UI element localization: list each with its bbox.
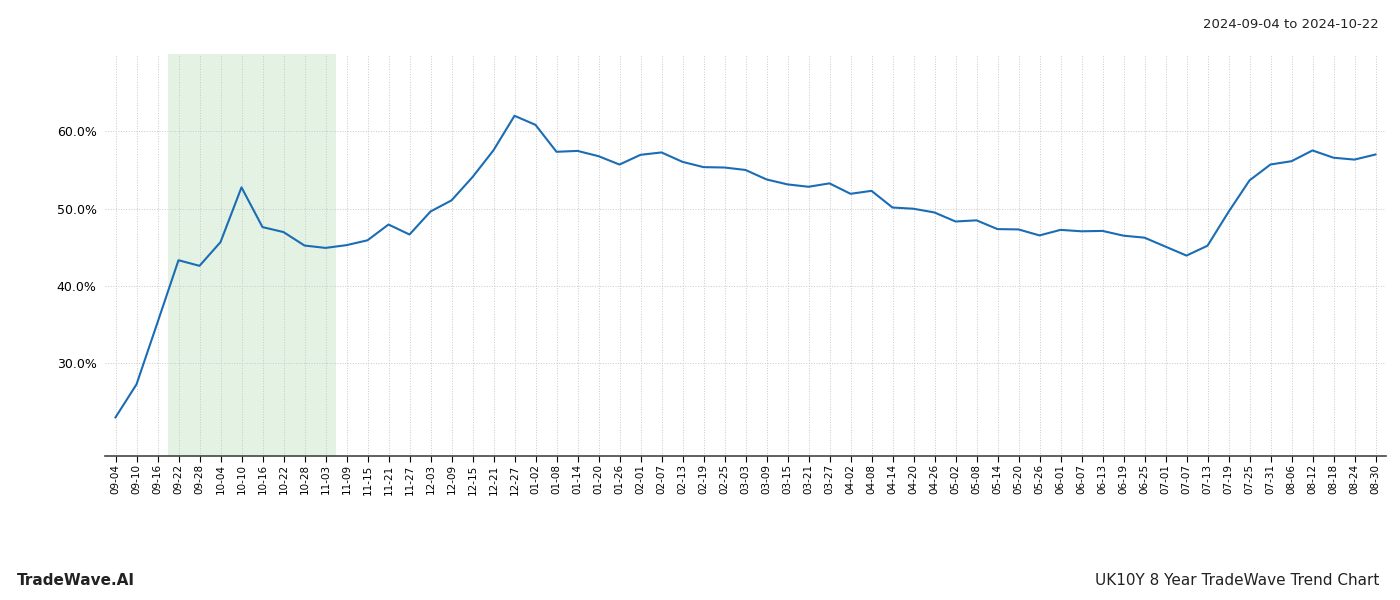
Text: UK10Y 8 Year TradeWave Trend Chart: UK10Y 8 Year TradeWave Trend Chart (1095, 573, 1379, 588)
Bar (168, 54, 336, 456)
Text: TradeWave.AI: TradeWave.AI (17, 573, 134, 588)
Text: 2024-09-04 to 2024-10-22: 2024-09-04 to 2024-10-22 (1203, 18, 1379, 31)
